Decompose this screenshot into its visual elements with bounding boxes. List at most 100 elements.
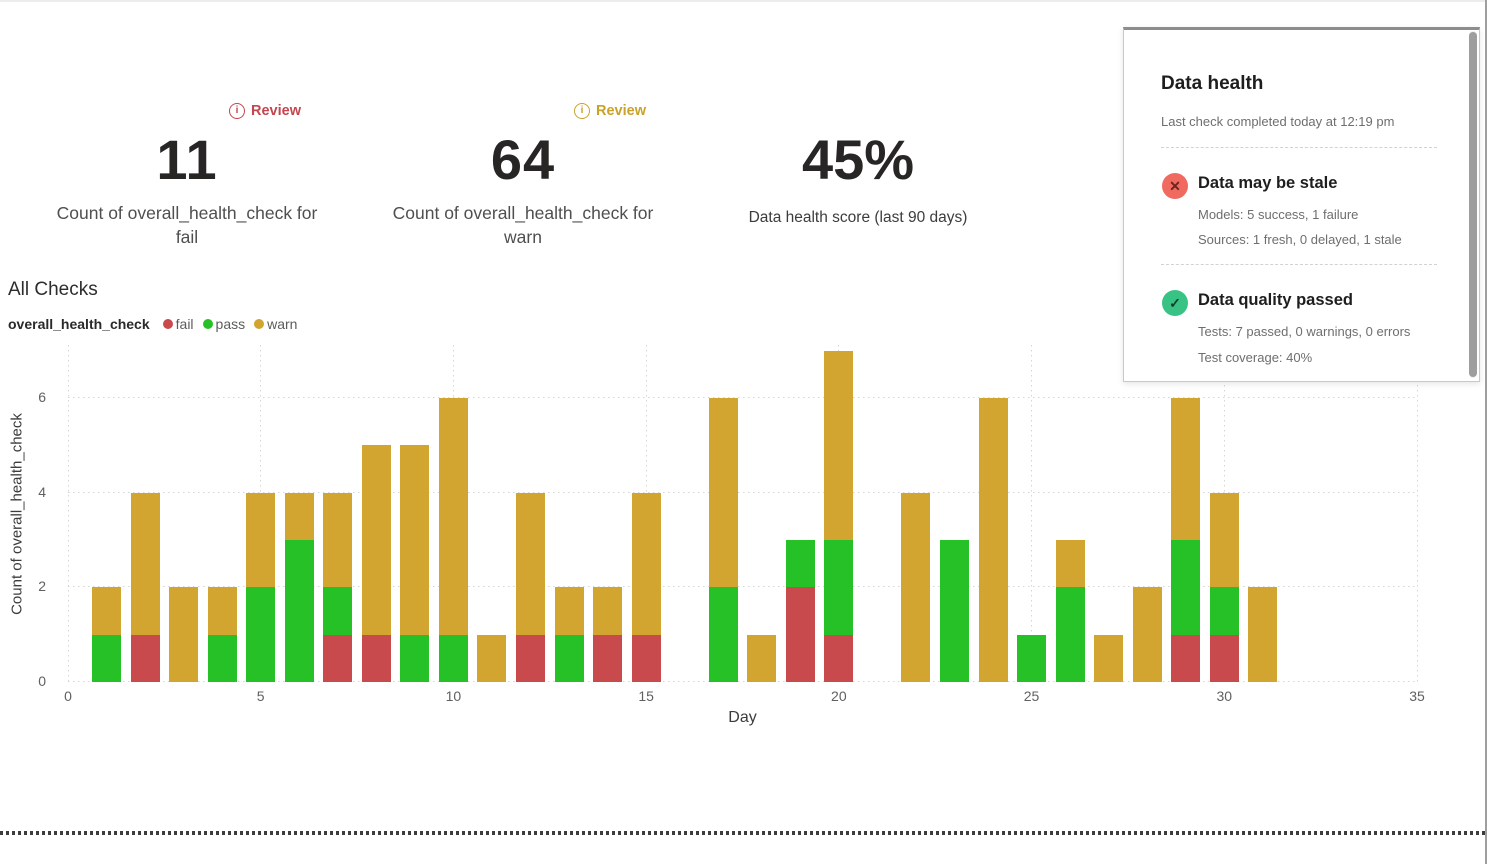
bar-segment-warn-day-10[interactable] [438,398,468,635]
health-item-detail: Sources: 1 fresh, 0 delayed, 1 stale [1198,232,1402,247]
bar-segment-fail-day-12[interactable] [516,634,545,682]
bar-segment-pass-day-20[interactable] [824,540,854,635]
bar-segment-warn-day-9[interactable] [400,445,430,635]
bar-segment-warn-day-13[interactable] [554,587,584,635]
bar-segment-warn-day-12[interactable] [516,492,545,635]
bar-segment-warn-day-18[interactable] [747,634,777,682]
bar-segment-warn-day-17[interactable] [708,398,738,588]
x-gridline [1031,345,1033,682]
x-gridline [67,345,69,682]
x-tick-label: 35 [1409,688,1425,704]
bar-segment-warn-day-7[interactable] [323,492,353,588]
panel-divider [1161,147,1437,148]
bar-segment-fail-day-7[interactable] [323,634,353,682]
y-tick-label: 2 [38,578,46,595]
bar-segment-warn-day-31[interactable] [1248,587,1278,682]
bar-segment-warn-day-22[interactable] [901,492,931,682]
bar-segment-pass-day-10[interactable] [438,634,468,682]
data-health-panel: Data health Last check completed today a… [1123,27,1480,382]
bar-segment-warn-day-11[interactable] [477,634,507,682]
legend-item-fail[interactable]: fail [162,316,194,332]
bar-segment-fail-day-20[interactable] [824,634,854,682]
check-circle-icon: ✓ [1162,290,1188,316]
top-edge-line [0,0,1487,2]
y-gridline [68,586,1417,588]
review-badge-fail[interactable]: i Review [229,103,301,119]
bar-segment-pass-day-6[interactable] [284,540,314,682]
kpi-card-health-score: 45% Data health score (last 90 days) [708,124,1008,229]
x-tick-label: 20 [831,688,847,704]
bar-segment-warn-day-24[interactable] [978,398,1008,682]
bar-segment-fail-day-8[interactable] [361,634,391,682]
bar-segment-pass-day-4[interactable] [207,634,237,682]
legend-series-title: overall_health_check [8,316,150,332]
fail-dot-icon [162,319,173,329]
plot-area [67,345,1418,682]
x-tick-label: 0 [64,688,72,704]
bar-segment-pass-day-9[interactable] [400,634,430,682]
panel-subtitle: Last check completed today at 12:19 pm [1161,114,1395,129]
bottom-dotted-divider [0,831,1487,835]
legend-label: fail [175,316,194,332]
bar-segment-pass-day-23[interactable] [939,540,969,682]
panel-divider [1161,264,1437,265]
bar-segment-warn-day-14[interactable] [593,587,623,635]
legend-item-pass[interactable]: pass [202,316,245,332]
kpi-card-fail: 11 Count of overall_health_check for fai… [37,124,337,249]
bar-segment-pass-day-1[interactable] [92,634,122,682]
bar-segment-warn-day-27[interactable] [1094,634,1124,682]
chart-legend: overall_health_check fail pass warn [8,315,306,333]
kpi-value-health-score: 45% [801,128,915,191]
y-gridline [68,681,1417,682]
kpi-value-fail: 11 [156,128,218,191]
bar-segment-pass-day-29[interactable] [1171,540,1201,635]
bar-segment-pass-day-7[interactable] [323,587,353,635]
legend-item-warn[interactable]: warn [254,316,297,332]
health-item-detail: Tests: 7 passed, 0 warnings, 0 errors [1198,324,1411,339]
info-icon: i [574,103,590,119]
bar-segment-warn-day-8[interactable] [361,445,391,635]
bar-segment-pass-day-5[interactable] [246,587,276,682]
bar-segment-warn-day-4[interactable] [207,587,237,635]
kpi-card-warn: 64 Count of overall_health_check for war… [373,124,673,249]
bar-segment-warn-day-20[interactable] [824,350,854,540]
bar-segment-pass-day-19[interactable] [785,540,815,588]
bar-segment-warn-day-28[interactable] [1132,587,1162,682]
bar-segment-warn-day-15[interactable] [631,492,661,635]
panel-scrollbar-thumb[interactable] [1469,32,1477,377]
bar-segment-fail-day-14[interactable] [593,634,623,682]
bar-segment-warn-day-30[interactable] [1209,492,1239,588]
health-item-detail: Models: 5 success, 1 failure [1198,207,1359,222]
bar-segment-warn-day-3[interactable] [169,587,199,682]
bar-segment-fail-day-29[interactable] [1171,634,1201,682]
bar-segment-pass-day-30[interactable] [1209,587,1239,635]
bar-segment-fail-day-15[interactable] [631,634,661,682]
pass-dot-icon [202,319,213,329]
stacked-bar-chart: Day 0 2 4 6 0 5 10 15 20 25 30 35 [0,345,1487,745]
review-badge-label: Review [251,103,301,119]
bar-segment-pass-day-26[interactable] [1055,587,1085,682]
x-tick-label: 10 [445,688,462,704]
bar-segment-warn-day-26[interactable] [1055,540,1085,588]
bar-segment-pass-day-13[interactable] [554,634,584,682]
bar-segment-warn-day-5[interactable] [246,492,276,588]
health-item-title-quality: Data quality passed [1198,291,1353,309]
x-axis-title: Day [728,709,757,726]
bar-segment-pass-day-17[interactable] [708,587,738,682]
bar-segment-warn-day-1[interactable] [92,587,122,635]
bar-segment-fail-day-30[interactable] [1209,634,1239,682]
kpi-value-warn: 64 [490,128,556,191]
bar-segment-fail-day-19[interactable] [785,587,815,682]
bar-segment-warn-day-2[interactable] [130,492,160,635]
x-tick-label: 30 [1216,688,1233,704]
all-checks-title: All Checks [8,279,98,300]
x-tick-label: 5 [256,688,265,704]
bar-segment-warn-day-29[interactable] [1171,398,1201,540]
review-badge-warn[interactable]: i Review [574,103,646,119]
bar-segment-pass-day-25[interactable] [1017,634,1047,682]
bar-segment-warn-day-6[interactable] [284,492,314,540]
legend-label: warn [267,316,298,332]
x-tick-label: 25 [1023,688,1040,704]
y-tick-label: 6 [38,389,46,405]
bar-segment-fail-day-2[interactable] [130,634,160,682]
